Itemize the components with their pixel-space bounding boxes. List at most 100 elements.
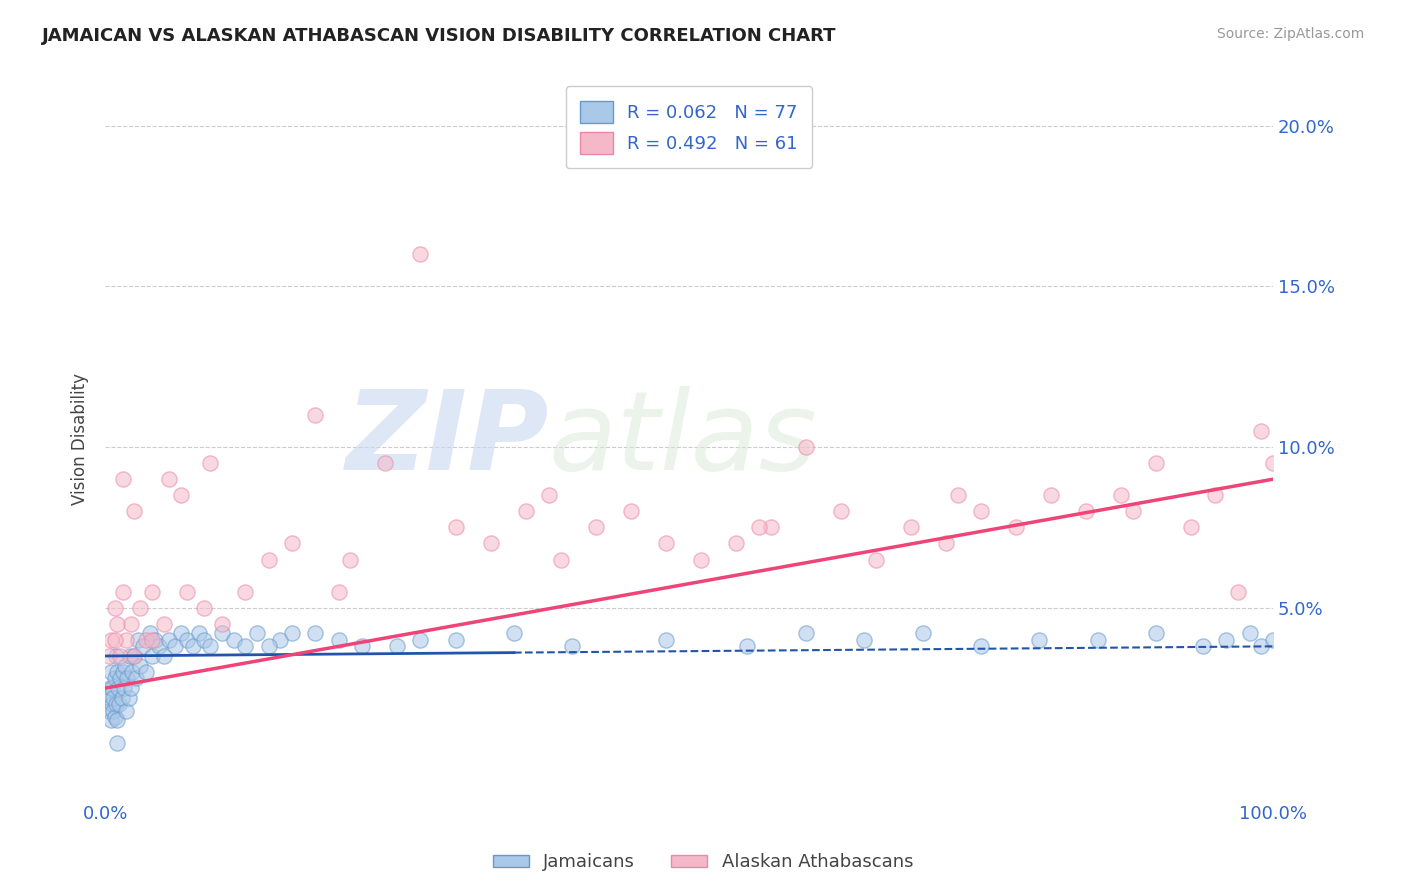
Point: [830, 504, 852, 518]
Point: [193, 632, 215, 647]
Point: [103, 710, 125, 724]
Point: [114, 658, 136, 673]
Point: [103, 704, 125, 718]
Point: [385, 640, 408, 654]
Point: [759, 520, 782, 534]
Point: [620, 504, 643, 518]
Point: [129, 658, 152, 673]
Point: [550, 552, 572, 566]
Point: [127, 632, 149, 647]
Point: [103, 600, 125, 615]
Point: [176, 584, 198, 599]
Point: [131, 640, 153, 654]
Point: [96, 690, 118, 705]
Point: [1122, 504, 1144, 518]
Point: [328, 632, 350, 647]
Point: [117, 690, 139, 705]
Point: [110, 672, 132, 686]
Point: [737, 640, 759, 654]
Point: [970, 640, 993, 654]
Point: [141, 584, 163, 599]
Point: [211, 616, 233, 631]
Point: [103, 672, 125, 686]
Point: [853, 632, 876, 647]
Point: [515, 504, 537, 518]
Point: [479, 536, 502, 550]
Point: [97, 648, 120, 663]
Point: [900, 520, 922, 534]
Point: [121, 665, 143, 679]
Point: [200, 456, 222, 470]
Point: [120, 681, 142, 695]
Point: [257, 640, 280, 654]
Point: [105, 665, 128, 679]
Point: [444, 632, 467, 647]
Point: [135, 665, 157, 679]
Point: [101, 697, 124, 711]
Point: [1180, 520, 1202, 534]
Point: [1239, 626, 1261, 640]
Point: [374, 456, 396, 470]
Point: [561, 640, 583, 654]
Point: [339, 552, 361, 566]
Point: [654, 536, 676, 550]
Point: [129, 600, 152, 615]
Point: [98, 681, 121, 695]
Point: [269, 632, 291, 647]
Point: [865, 552, 887, 566]
Point: [1261, 456, 1284, 470]
Point: [654, 632, 676, 647]
Point: [724, 536, 747, 550]
Point: [105, 616, 128, 631]
Point: [124, 504, 146, 518]
Text: JAMAICAN VS ALASKAN ATHABASCAN VISION DISABILITY CORRELATION CHART: JAMAICAN VS ALASKAN ATHABASCAN VISION DI…: [42, 27, 837, 45]
Point: [794, 440, 817, 454]
Point: [444, 520, 467, 534]
Point: [107, 681, 129, 695]
Point: [200, 640, 222, 654]
Point: [111, 665, 134, 679]
Point: [124, 672, 146, 686]
Text: atlas: atlas: [548, 385, 817, 492]
Point: [100, 665, 122, 679]
Point: [946, 488, 969, 502]
Point: [187, 626, 209, 640]
Text: Source: ZipAtlas.com: Source: ZipAtlas.com: [1216, 27, 1364, 41]
Point: [100, 713, 122, 727]
Point: [104, 697, 127, 711]
Point: [135, 632, 157, 647]
Point: [1250, 640, 1272, 654]
Point: [935, 536, 957, 550]
Point: [103, 632, 125, 647]
Legend: Jamaicans, Alaskan Athabascans: Jamaicans, Alaskan Athabascans: [485, 847, 921, 879]
Text: ZIP: ZIP: [346, 385, 548, 492]
Point: [1204, 488, 1226, 502]
Point: [585, 520, 607, 534]
Point: [1144, 456, 1167, 470]
Point: [117, 672, 139, 686]
Point: [148, 640, 170, 654]
Point: [165, 640, 187, 654]
Point: [1074, 504, 1097, 518]
Point: [211, 626, 233, 640]
Point: [1261, 632, 1284, 647]
Point: [911, 626, 934, 640]
Point: [118, 648, 141, 663]
Point: [105, 713, 128, 727]
Point: [111, 584, 134, 599]
Point: [120, 616, 142, 631]
Point: [110, 690, 132, 705]
Point: [104, 648, 127, 663]
Point: [233, 640, 256, 654]
Point: [233, 584, 256, 599]
Point: [1192, 640, 1215, 654]
Point: [105, 736, 128, 750]
Point: [159, 472, 181, 486]
Point: [145, 632, 167, 647]
Point: [328, 584, 350, 599]
Point: [794, 626, 817, 640]
Point: [304, 408, 326, 422]
Point: [503, 626, 526, 640]
Point: [1109, 488, 1132, 502]
Point: [181, 640, 204, 654]
